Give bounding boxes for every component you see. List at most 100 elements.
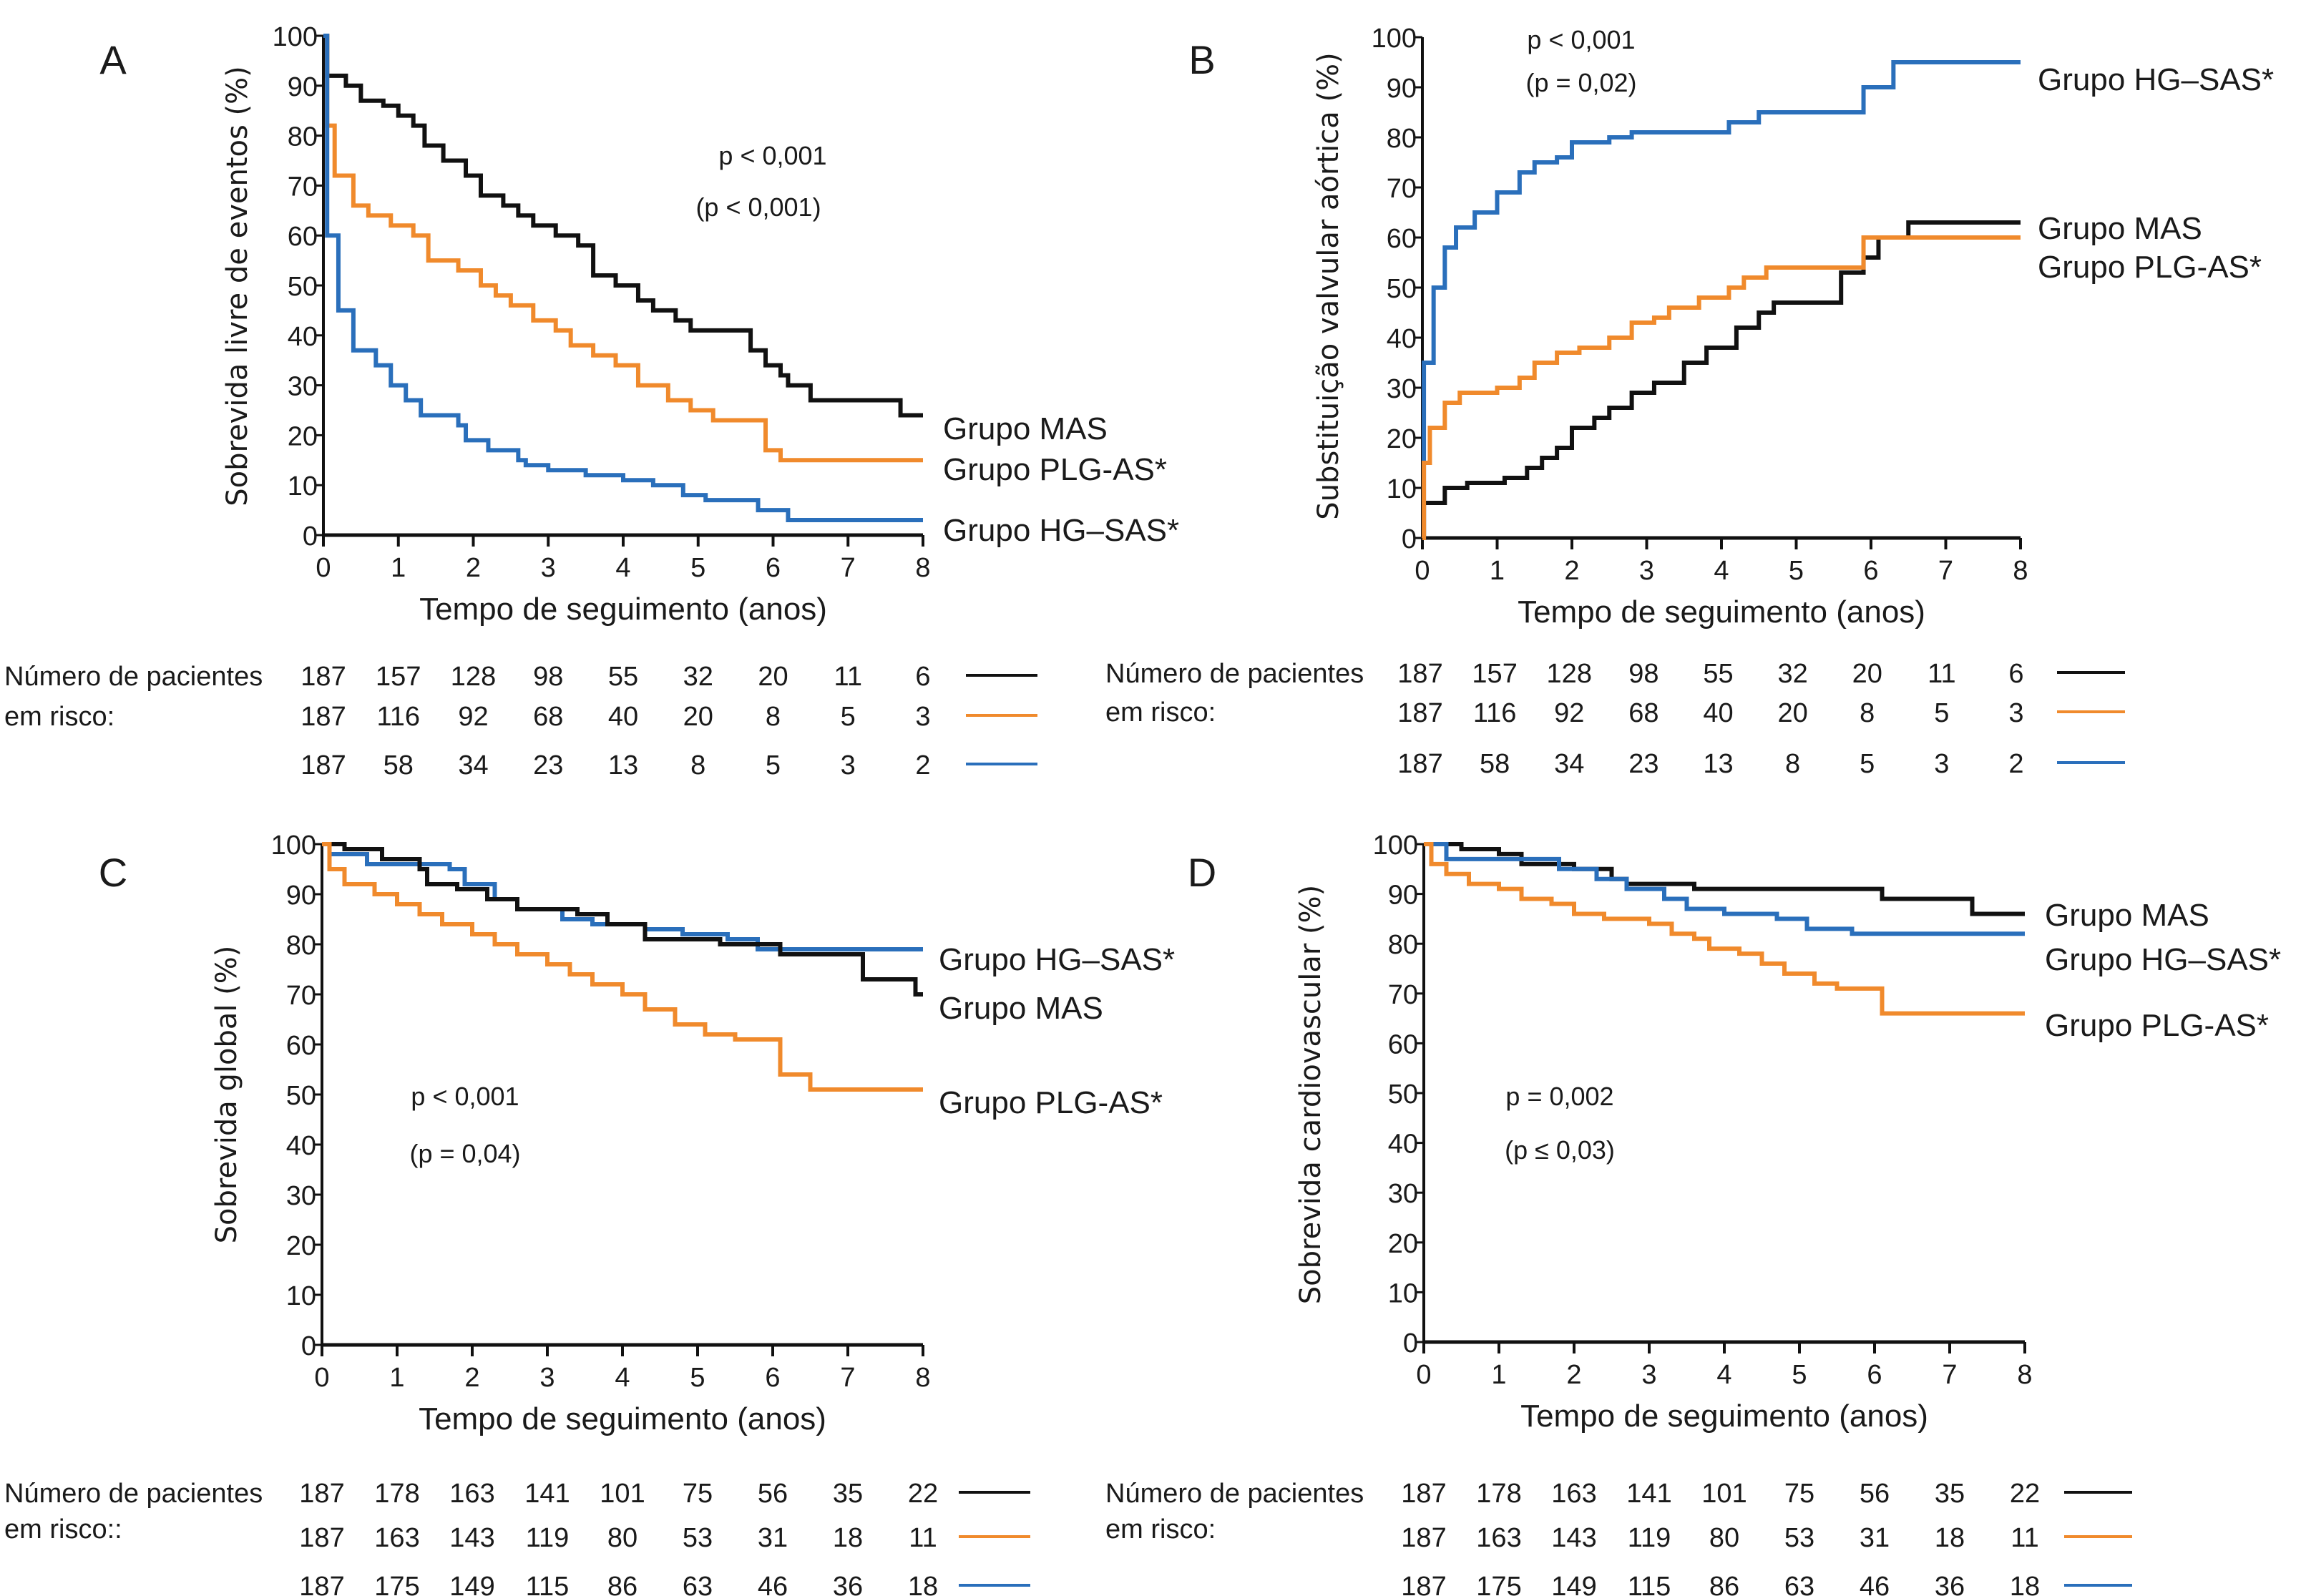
risk-count: 128 — [451, 662, 496, 692]
x-tick-label: 8 — [915, 553, 930, 583]
y-tick-label: 100 — [271, 831, 316, 861]
risk-count: 53 — [1784, 1523, 1814, 1553]
p-value-annotation: (p = 0,02) — [1525, 68, 1636, 97]
risk-count: 68 — [1628, 698, 1658, 728]
x-tick-label: 5 — [690, 1363, 705, 1393]
x-tick-label: 7 — [841, 553, 856, 583]
risk-count: 178 — [1476, 1479, 1521, 1509]
x-tick-label: 3 — [1639, 556, 1654, 586]
risk-count: 163 — [1551, 1479, 1596, 1509]
km-curve-mas — [1422, 220, 2021, 540]
p-value-annotation: p < 0,001 — [1527, 25, 1635, 54]
y-tick-label: 30 — [1388, 1179, 1418, 1209]
x-tick-label: 7 — [1938, 556, 1953, 586]
risk-count: 34 — [1554, 749, 1584, 779]
p-value-annotation: (p = 0,04) — [409, 1139, 520, 1168]
risk-count: 163 — [374, 1523, 419, 1553]
risk-count: 98 — [1628, 659, 1658, 689]
km-curve-hg — [1424, 842, 2025, 936]
risk-count: 3 — [841, 750, 856, 780]
risk-count: 187 — [299, 1572, 344, 1596]
x-tick-label: 2 — [1566, 1360, 1581, 1390]
risk-count: 11 — [834, 662, 862, 692]
y-tick-label: 90 — [288, 72, 318, 102]
p-value-annotation: (p < 0,001) — [695, 192, 821, 222]
risk-count: 5 — [1860, 749, 1875, 779]
y-tick-label: 70 — [288, 172, 318, 202]
risk-count: 36 — [833, 1572, 863, 1596]
risk-count: 187 — [299, 1523, 344, 1553]
risk-count: 18 — [1935, 1523, 1965, 1553]
x-axis-title: Tempo de seguimento (anos) — [419, 1401, 826, 1436]
y-tick-label: 40 — [1388, 1130, 1418, 1160]
y-tick-label: 20 — [1388, 1229, 1418, 1259]
x-tick-label: 4 — [615, 1363, 630, 1393]
panel-letter: A — [99, 37, 127, 82]
risk-count: 40 — [608, 702, 638, 732]
risk-count: 157 — [1472, 659, 1517, 689]
y-tick-label: 10 — [1387, 474, 1417, 504]
risk-count: 157 — [376, 662, 421, 692]
risk-count: 187 — [1397, 698, 1442, 728]
risk-count: 20 — [758, 662, 788, 692]
y-tick-label: 90 — [1387, 74, 1417, 104]
x-axis-title: Tempo de seguimento (anos) — [1518, 594, 1925, 630]
risk-count: 141 — [1626, 1479, 1671, 1509]
risk-count: 187 — [301, 702, 346, 732]
x-tick-label: 6 — [1867, 1360, 1882, 1390]
y-tick-label: 90 — [1388, 881, 1418, 911]
y-tick-label: 60 — [288, 222, 318, 252]
risk-count: 46 — [758, 1572, 788, 1596]
risk-count: 18 — [833, 1523, 863, 1553]
risk-count: 40 — [1703, 698, 1733, 728]
y-tick-label: 70 — [1388, 980, 1418, 1010]
risk-count: 58 — [1480, 749, 1510, 779]
x-tick-label: 8 — [915, 1363, 930, 1393]
risk-count: 187 — [301, 662, 346, 692]
risk-count: 187 — [1401, 1523, 1446, 1553]
km-curve-mas — [323, 34, 923, 418]
risk-count: 32 — [683, 662, 713, 692]
risk-count: 80 — [607, 1523, 637, 1553]
risk-count: 3 — [915, 702, 930, 732]
risk-count: 98 — [533, 662, 563, 692]
y-tick-label: 10 — [288, 471, 318, 501]
y-tick-label: 40 — [288, 322, 318, 352]
risk-count: 119 — [526, 1523, 570, 1553]
risk-count: 187 — [1401, 1572, 1446, 1596]
series-label: Grupo HG–SAS* — [939, 942, 1175, 977]
x-axis-title: Tempo de seguimento (anos) — [419, 592, 827, 627]
y-tick-label: 30 — [288, 372, 318, 402]
risk-count: 18 — [908, 1572, 938, 1596]
risk-count: 101 — [600, 1479, 645, 1509]
panel-letter: B — [1188, 37, 1215, 82]
risk-count: 101 — [1701, 1479, 1746, 1509]
series-label: Grupo HG–SAS* — [2045, 942, 2281, 977]
x-tick-label: 8 — [2017, 1360, 2032, 1390]
panel-letter: C — [99, 850, 127, 895]
risk-count: 58 — [384, 750, 414, 780]
risk-count: 163 — [449, 1479, 494, 1509]
y-tick-label: 100 — [1373, 831, 1418, 861]
risk-count: 36 — [1935, 1572, 1965, 1596]
risk-table-label: em risco:: — [4, 1514, 122, 1544]
p-value-annotation: p < 0,001 — [718, 141, 826, 170]
risk-count: 34 — [458, 750, 488, 780]
risk-count: 92 — [458, 702, 488, 732]
y-tick-label: 80 — [1388, 930, 1418, 960]
km-curve-hg — [323, 34, 923, 523]
km-curve-plg — [322, 842, 923, 1092]
risk-count: 128 — [1547, 659, 1592, 689]
risk-count: 5 — [766, 750, 781, 780]
risk-count: 13 — [1703, 749, 1733, 779]
y-axis-title: Sobrevida cardiovascular (%) — [1294, 885, 1327, 1304]
x-tick-label: 7 — [840, 1363, 855, 1393]
y-tick-label: 60 — [1387, 224, 1417, 254]
y-tick-label: 30 — [286, 1181, 316, 1211]
risk-count: 187 — [1397, 749, 1442, 779]
risk-count: 46 — [1860, 1572, 1890, 1596]
y-tick-label: 80 — [286, 931, 316, 961]
risk-count: 11 — [909, 1523, 937, 1553]
y-axis-title: Substituição valvular aórtica (%) — [1312, 52, 1345, 519]
